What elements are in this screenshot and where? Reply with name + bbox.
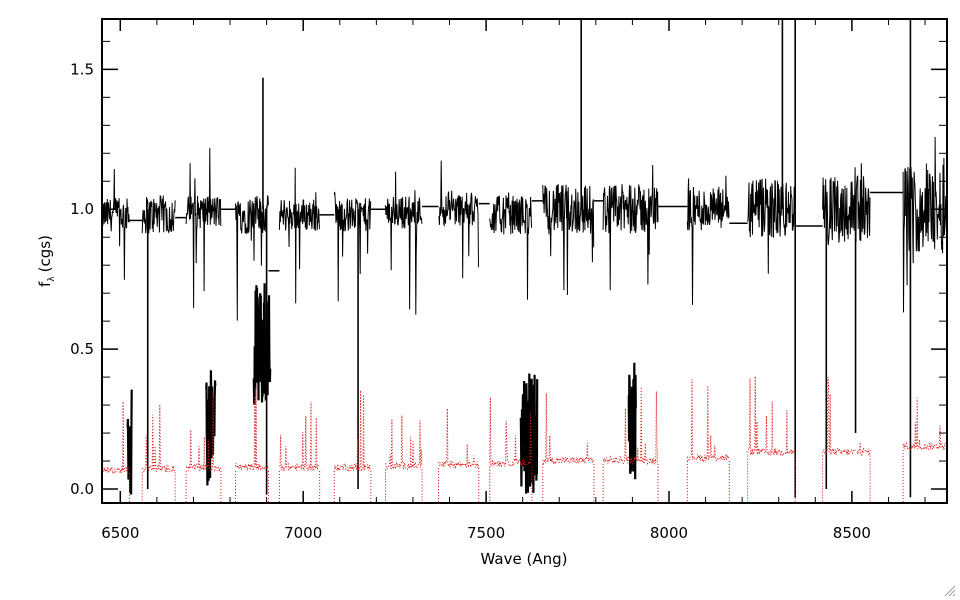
- series-error-chunk: [542, 392, 595, 466]
- y-tick-label: 0.0: [70, 480, 94, 498]
- x-tick-label: 6500: [101, 524, 139, 542]
- x-tick-label: 7500: [467, 524, 505, 542]
- x-axis-title: Wave (Ang): [481, 550, 568, 568]
- series-error-chunk: [747, 376, 796, 457]
- series-flux-chunk: [438, 160, 479, 279]
- series-flux-chunk: [747, 178, 796, 274]
- series-error-chunk: [279, 401, 320, 472]
- series-error-chunk: [489, 397, 532, 468]
- series-error-chunk: [902, 397, 947, 451]
- series-error-chunk: [333, 390, 371, 472]
- series-flux-chunk: [333, 191, 372, 302]
- series-flux-chunk: [278, 167, 320, 304]
- x-tick-label: 7000: [284, 524, 322, 542]
- x-tick-label: 8500: [833, 524, 871, 542]
- tick-labels: 6500 7000 7500 8000 8500 0.0 0.5 1.0 1.5: [70, 60, 871, 542]
- series-layer: [102, 19, 947, 503]
- y-axis-unit: (cgs): [36, 235, 54, 272]
- series-error-chunk: [235, 386, 269, 471]
- series-error-chunk: [141, 404, 176, 473]
- series-error-chunk: [822, 376, 871, 457]
- y-axis-symbol: f: [36, 281, 54, 287]
- resize-grip-icon[interactable]: [944, 585, 956, 597]
- series-flux-chunk: [102, 168, 130, 280]
- y-axis-title: fλ (cgs): [36, 235, 57, 287]
- x-tick-label: 8000: [650, 524, 688, 542]
- series-error-chunk: [385, 415, 423, 470]
- series-error-chunk: [102, 401, 130, 475]
- series-error-chunk: [185, 391, 222, 472]
- plot-frame: [101, 18, 948, 504]
- series-flux-chunk: [385, 171, 423, 315]
- series-flux-chunk: [141, 195, 176, 234]
- series-flux-absorption: [519, 373, 539, 494]
- ticks-layer: [102, 19, 947, 503]
- y-tick-label: 1.0: [70, 200, 94, 218]
- series-error-chunk: [438, 408, 479, 470]
- series-flux-chunk: [602, 164, 659, 291]
- series-flux-absorption: [627, 362, 637, 480]
- series-error-chunk: [686, 379, 730, 463]
- series-flux-chunk: [542, 184, 595, 296]
- series-flux-chunk: [185, 148, 222, 308]
- y-tick-label: 1.5: [70, 60, 94, 78]
- series-flux-chunk: [235, 195, 269, 321]
- series-flux-absorption: [205, 370, 217, 486]
- y-tick-label: 0.5: [70, 340, 94, 358]
- series-flux-chunk: [686, 175, 730, 305]
- svg-text:fλ(cgs): fλ (cgs): [36, 235, 57, 287]
- series-flux-chunk: [489, 192, 532, 300]
- series-flux-chunk: [822, 163, 871, 246]
- series-flux-absorption: [252, 283, 272, 405]
- series-flux-absorption: [126, 389, 133, 495]
- y-axis-subscript: λ: [47, 276, 57, 282]
